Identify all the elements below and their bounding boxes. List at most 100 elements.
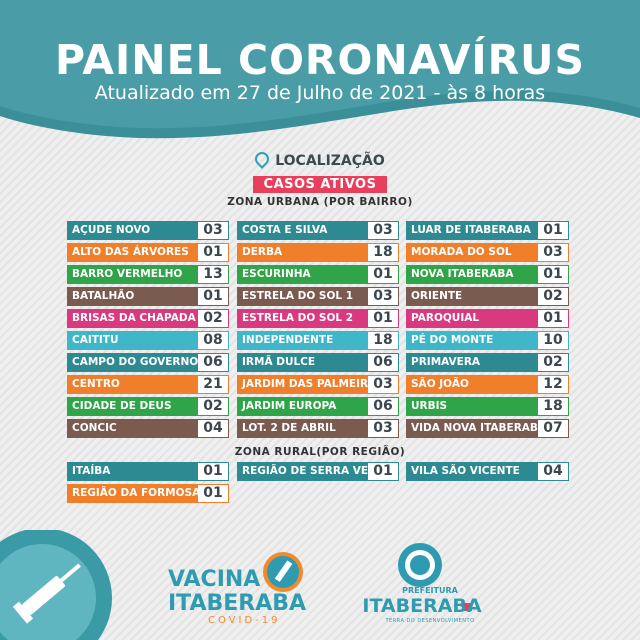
case-count: 21: [203, 376, 223, 392]
header-wave-shape: [0, 0, 640, 139]
neighborhood-name: ESTRELA DO SOL 1: [238, 288, 368, 305]
urban-zone-heading: ZONA URBANA (POR BAIRRO): [227, 196, 413, 208]
case-item: JARDIM EUROPA 06: [237, 397, 399, 416]
case-count: 03: [373, 288, 393, 304]
neighborhood-name: ESCURINHA: [238, 266, 368, 283]
case-count: 06: [203, 354, 223, 370]
case-count: 07: [543, 420, 563, 436]
neighborhood-name: LUAR DE ITABERABA: [407, 222, 538, 239]
case-item: REGIÃO DA FORMOSA 01: [67, 484, 229, 503]
case-count: 01: [373, 266, 393, 282]
case-item: CAMPO DO GOVERNO 06: [67, 353, 229, 372]
syringe-icon: [12, 563, 81, 624]
neighborhood-name: LOT. 2 DE ABRIL: [238, 420, 368, 437]
case-item: ORIENTE 02: [406, 287, 569, 306]
case-item: BATALHÃO 01: [67, 287, 229, 306]
case-item: PRIMAVERA 02: [406, 353, 569, 372]
case-item: REGIÃO DE SERRA VERDE 01: [237, 462, 399, 481]
case-count: 03: [373, 376, 393, 392]
neighborhood-name: BARRO VERMELHO: [68, 266, 198, 283]
city-name: ITABERABA: [362, 595, 482, 617]
neighborhood-name: CONCIC: [68, 420, 198, 437]
case-item: ALTO DAS ÁRVORES 01: [67, 243, 229, 262]
footer-decoration: [0, 530, 472, 640]
neighborhood-name: URBIS: [407, 398, 538, 415]
case-count: 01: [543, 310, 563, 326]
case-count: 10: [543, 332, 563, 348]
neighborhood-name: PÉ DO MONTE: [407, 332, 538, 349]
case-count: 01: [203, 288, 223, 304]
neighborhood-name: CIDADE DE DEUS: [68, 398, 198, 415]
case-item: MORADA DO SOL 03: [406, 243, 569, 262]
case-count: 18: [373, 244, 393, 260]
city-tagline: TERRA DO DESENVOLVIMENTO: [385, 618, 475, 624]
case-item: DERBA 18: [237, 243, 399, 262]
neighborhood-name: JARDIM DAS PALMEIRAS: [238, 376, 368, 393]
neighborhood-name: ALTO DAS ÁRVORES: [68, 244, 198, 261]
case-item: LUAR DE ITABERABA 01: [406, 221, 569, 240]
case-count: 18: [543, 398, 563, 414]
case-item: VIDA NOVA ITABERABA 07: [406, 419, 569, 438]
case-count: 03: [373, 222, 393, 238]
case-count: 01: [543, 266, 563, 282]
case-count: 12: [543, 376, 563, 392]
vaccine-logo-line1: VACINA: [168, 567, 261, 592]
neighborhood-name: MORADA DO SOL: [407, 244, 538, 261]
case-count: 01: [373, 463, 393, 479]
neighborhood-name: REGIÃO DE SERRA VERDE: [238, 463, 368, 480]
case-count: 02: [203, 398, 223, 414]
case-item: CONCIC 04: [67, 419, 229, 438]
neighborhood-name: ORIENTE: [407, 288, 538, 305]
case-item: URBIS 18: [406, 397, 569, 416]
neighborhood-name: BATALHÃO: [68, 288, 198, 305]
neighborhood-name: ESTRELA DO SOL 2: [238, 310, 368, 327]
vaccine-logo-syringe-icon: [274, 560, 293, 582]
location-label: LOCALIZAÇÃO: [275, 153, 385, 169]
vaccine-logo-line3: COVID-19: [208, 615, 281, 626]
case-item: JARDIM DAS PALMEIRAS 03: [237, 375, 399, 394]
case-count: 04: [543, 463, 563, 479]
neighborhood-name: IRMÃ DULCE: [238, 354, 368, 371]
case-item: NOVA ITABERABA 01: [406, 265, 569, 284]
neighborhood-name: VIDA NOVA ITABERABA: [407, 420, 538, 437]
neighborhood-name: PAROQUIAL: [407, 310, 538, 327]
neighborhood-name: SÃO JOÃO: [407, 376, 538, 393]
case-count: 08: [203, 332, 223, 348]
case-count: 03: [543, 244, 563, 260]
neighborhood-name: ITAÍBA: [68, 463, 198, 480]
case-item: CENTRO 21: [67, 375, 229, 394]
case-count: 01: [203, 244, 223, 260]
case-count: 02: [203, 310, 223, 326]
case-item: BARRO VERMELHO 13: [67, 265, 229, 284]
neighborhood-name: NOVA ITABERABA: [407, 266, 538, 283]
case-count: 06: [373, 398, 393, 414]
neighborhood-name: CENTRO: [68, 376, 198, 393]
neighborhood-name: BRISAS DA CHAPADA: [68, 310, 198, 327]
vaccine-logo-line2: ITABERABA: [168, 591, 307, 616]
case-item: ESTRELA DO SOL 1 03: [237, 287, 399, 306]
case-item: PÉ DO MONTE 10: [406, 331, 569, 350]
case-item: ESCURINHA 01: [237, 265, 399, 284]
case-item: AÇUDE NOVO 03: [67, 221, 229, 240]
case-count: 03: [203, 222, 223, 238]
case-item: BRISAS DA CHAPADA 02: [67, 309, 229, 328]
neighborhood-name: CAMPO DO GOVERNO: [68, 354, 198, 371]
case-item: IRMÃ DULCE 06: [237, 353, 399, 372]
neighborhood-name: DERBA: [238, 244, 368, 261]
case-count: 01: [203, 463, 223, 479]
neighborhood-name: CAITITU: [68, 332, 198, 349]
neighborhood-name: VILA SÃO VICENTE: [407, 463, 538, 480]
neighborhood-name: AÇUDE NOVO: [68, 222, 198, 239]
case-count: 01: [203, 485, 223, 501]
case-item: COSTA E SILVA 03: [237, 221, 399, 240]
logo-accent-mark: [462, 603, 472, 611]
map-pin-icon: [252, 149, 273, 169]
case-count: 18: [373, 332, 393, 348]
rural-zone-heading: ZONA RURAL(POR REGIÃO): [234, 446, 406, 458]
case-item: INDEPENDENTE 18: [237, 331, 399, 350]
case-item: ITAÍBA 01: [67, 462, 229, 481]
case-count: 04: [203, 420, 223, 436]
case-count: 01: [543, 222, 563, 238]
case-item: PAROQUIAL 01: [406, 309, 569, 328]
page-title: PAINEL CORONAVÍRUS: [55, 36, 585, 84]
